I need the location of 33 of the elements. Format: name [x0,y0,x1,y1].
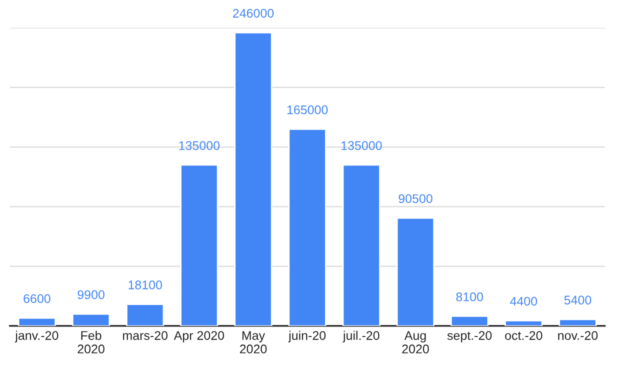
x-tick-label: juin-20 [288,330,326,342]
data-label: 6600 [24,294,50,304]
x-tick-label: Feb 2020 [78,330,104,354]
x-tick-label: sept.-20 [447,331,492,342]
bar [18,317,56,326]
data-label: 135000 [179,141,220,150]
bar [180,164,218,326]
x-tick-label: mars-20 [123,331,168,340]
x-tick-label: janv.-20 [14,330,58,342]
bar [450,316,489,326]
data-label: 135000 [342,141,382,150]
data-label: 90500 [398,194,432,204]
x-tick-label: oct.-20 [505,331,542,340]
bar [126,304,164,326]
bar [504,320,543,326]
data-label: 18100 [128,280,162,290]
x-tick-label: Apr 2020 [174,331,224,342]
bar [396,217,435,326]
bar [72,313,110,326]
x-tick-label: May 2020 [240,331,267,354]
x-tick-label: juil.-20 [342,330,380,342]
bar [558,318,597,326]
data-label: 4400 [510,296,538,306]
bar [342,164,380,326]
data-label: 5400 [564,296,592,304]
data-label: 246000 [233,8,274,18]
x-tick-label: Aug 2020 [402,331,429,354]
bar [234,32,272,326]
data-label: 9900 [78,290,104,300]
data-label: 8100 [456,292,483,302]
x-tick-label: nov.-20 [558,331,598,340]
data-label: 165000 [287,105,328,114]
bar [288,128,326,326]
